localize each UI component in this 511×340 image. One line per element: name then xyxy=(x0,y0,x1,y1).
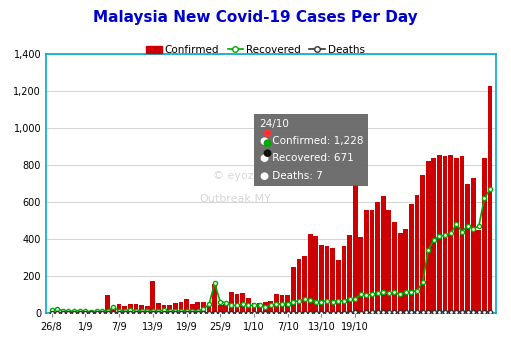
Bar xyxy=(487,86,493,313)
Bar xyxy=(426,162,431,313)
Bar xyxy=(111,309,116,313)
Bar xyxy=(60,312,65,313)
Bar xyxy=(88,311,94,313)
Bar xyxy=(55,312,60,313)
Bar xyxy=(471,178,476,313)
Bar xyxy=(105,295,110,313)
Bar xyxy=(296,259,301,313)
Bar xyxy=(319,245,324,313)
Bar xyxy=(386,210,391,313)
Bar xyxy=(100,311,105,313)
Bar xyxy=(313,236,318,313)
Bar xyxy=(381,195,386,313)
Bar xyxy=(454,158,459,313)
Bar xyxy=(341,246,346,313)
Text: © eyozi: © eyozi xyxy=(213,171,257,181)
Bar xyxy=(308,234,313,313)
Bar xyxy=(145,306,150,313)
Bar xyxy=(324,246,330,313)
Bar xyxy=(223,305,228,313)
Bar xyxy=(206,305,212,313)
Bar xyxy=(302,256,307,313)
Bar xyxy=(465,184,470,313)
Text: Malaysia New Covid-19 Cases Per Day: Malaysia New Covid-19 Cases Per Day xyxy=(93,10,418,25)
Bar xyxy=(443,156,448,313)
Bar xyxy=(122,306,127,313)
Bar xyxy=(133,304,138,313)
Bar xyxy=(459,156,464,313)
Bar xyxy=(161,305,167,313)
Bar xyxy=(235,294,240,313)
Bar xyxy=(139,305,144,313)
Bar xyxy=(369,210,375,313)
Bar xyxy=(431,158,436,313)
Bar xyxy=(128,305,133,313)
Bar xyxy=(83,311,88,313)
Bar xyxy=(201,302,206,313)
Bar xyxy=(291,267,296,313)
Bar xyxy=(173,303,178,313)
Bar xyxy=(251,303,257,313)
Text: ●: ● xyxy=(263,148,271,158)
Bar xyxy=(285,295,290,313)
Bar xyxy=(150,282,155,313)
Bar xyxy=(330,248,335,313)
Bar xyxy=(274,294,279,313)
Text: ●: ● xyxy=(263,128,271,138)
Bar xyxy=(398,234,403,313)
Bar xyxy=(448,155,453,313)
Bar xyxy=(66,312,71,313)
Bar xyxy=(358,237,363,313)
Bar xyxy=(49,311,54,313)
Bar xyxy=(246,298,251,313)
Bar xyxy=(218,305,223,313)
Bar xyxy=(257,303,262,313)
Text: Outbreak.MY: Outbreak.MY xyxy=(199,194,271,204)
Bar xyxy=(336,260,341,313)
Bar xyxy=(195,302,200,313)
Bar xyxy=(476,230,481,313)
Bar xyxy=(364,210,369,313)
Bar xyxy=(409,204,414,313)
Bar xyxy=(437,155,442,313)
Bar xyxy=(184,299,189,313)
Bar xyxy=(263,302,268,313)
Bar xyxy=(72,312,77,313)
Bar xyxy=(212,284,217,313)
Bar xyxy=(190,304,195,313)
Bar xyxy=(375,202,380,313)
Bar xyxy=(167,305,172,313)
Bar xyxy=(77,311,82,313)
Bar xyxy=(420,175,425,313)
Bar xyxy=(156,303,161,313)
Bar xyxy=(117,304,122,313)
Bar xyxy=(178,302,183,313)
Bar xyxy=(280,295,285,313)
Bar xyxy=(268,301,273,313)
Bar xyxy=(414,195,420,313)
Bar xyxy=(353,185,358,313)
Bar xyxy=(482,158,487,313)
Text: 24/10
● Confirmed: 1,228
● Recovered: 671
● Deaths: 7: 24/10 ● Confirmed: 1,228 ● Recovered: 67… xyxy=(260,119,363,181)
Bar xyxy=(403,229,408,313)
Bar xyxy=(240,293,245,313)
Legend: Confirmed, Recovered, Deaths: Confirmed, Recovered, Deaths xyxy=(142,41,369,59)
Bar xyxy=(347,235,352,313)
Bar xyxy=(392,222,397,313)
Bar xyxy=(94,312,99,313)
Text: ●: ● xyxy=(263,138,271,148)
Bar xyxy=(229,292,234,313)
